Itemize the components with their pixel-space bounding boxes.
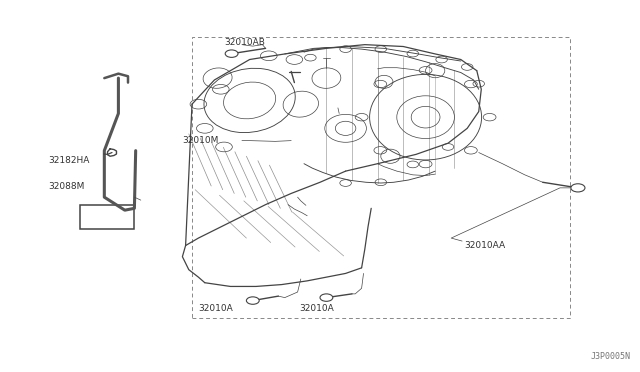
Text: 32010AA: 32010AA [464, 241, 505, 250]
Bar [80, 205, 134, 229]
Circle shape [225, 50, 238, 57]
Circle shape [571, 184, 585, 192]
Text: 32182HA: 32182HA [48, 156, 90, 165]
Text: 32088M: 32088M [48, 182, 84, 191]
Text: J3P0005N: J3P0005N [590, 352, 630, 361]
Circle shape [246, 297, 259, 304]
Text: 32010M: 32010M [182, 136, 219, 145]
Bar [192, 37, 570, 318]
Text: 32010A: 32010A [198, 304, 233, 313]
Text: 32010A: 32010A [300, 304, 334, 313]
Text: 32010AB: 32010AB [224, 38, 265, 47]
Circle shape [320, 294, 333, 301]
